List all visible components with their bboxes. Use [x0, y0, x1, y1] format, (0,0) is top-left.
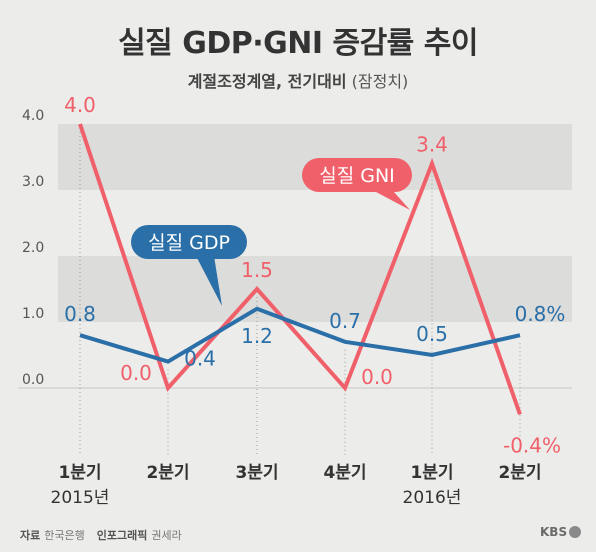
chart-subtitle: 계절조정계열, 전기대비 (잠정치) — [0, 68, 596, 92]
x-tick-label: 4분기 — [323, 463, 366, 483]
gdp-data-label: 0.4 — [184, 347, 216, 371]
x-tick-label: 3분기 — [235, 463, 278, 483]
gdp-series-line — [79, 306, 521, 364]
x-year-label: 2015년 — [51, 488, 110, 508]
gdp-data-label: 0.5 — [416, 322, 448, 346]
gni-data-label: 0.0 — [120, 361, 152, 385]
gni-data-label: 0.0 — [361, 365, 393, 389]
gdp-data-label: 1.2 — [241, 324, 273, 348]
x-year-label: 2016년 — [403, 488, 462, 508]
y-tick-label: 4.0 — [22, 108, 44, 124]
x-tick-label: 2분기 — [498, 463, 541, 483]
gni-callout-pointer — [376, 192, 410, 210]
gni-data-label: 4.0 — [64, 93, 96, 117]
subtitle-main: 계절조정계열, 전기대비 — [187, 72, 347, 91]
gdp-data-label: 0.8 — [64, 302, 96, 326]
gdp-data-label: 0.8% — [515, 302, 566, 326]
chart-title: 실질 GDP·GNI 증감률 추이 — [118, 26, 478, 61]
y-tick-label: 0.0 — [22, 372, 44, 388]
gdp-data-label: 0.7 — [329, 309, 361, 333]
source-credit: 자료 한국은행 인포그래픽 권세라 — [20, 527, 182, 543]
y-tick-label: 2.0 — [22, 240, 44, 256]
gdp-callout-pointer — [196, 256, 222, 306]
x-tick-label: 1분기 — [410, 463, 453, 483]
gni-data-label: 3.4 — [416, 133, 448, 157]
y-tick-label: 1.0 — [22, 306, 44, 322]
gdp-callout-bubble — [131, 225, 247, 259]
source-label: 자료 — [20, 529, 41, 542]
x-tick-label: 1분기 — [58, 463, 101, 483]
kbs-logo: KBS — [540, 525, 582, 539]
graphic-value: 권세라 — [151, 529, 182, 542]
kbs-logo-text: KBS — [540, 525, 568, 539]
source-value: 한국은행 — [44, 529, 85, 542]
y-tick-label: 3.0 — [22, 174, 44, 190]
subtitle-note: (잠정치) — [351, 72, 409, 91]
gni-callout-bubble — [302, 158, 412, 192]
gni-data-label: 1.5 — [241, 258, 273, 282]
gdp-series-callout: 실질 GDP — [131, 225, 247, 306]
gni-series-line — [78, 123, 522, 416]
graphic-label: 인포그래픽 — [96, 529, 148, 542]
x-tick-label: 2분기 — [146, 463, 189, 483]
gdp-callout-label: 실질 GDP — [148, 232, 230, 254]
kbs-logo-icon — [569, 526, 582, 538]
gni-series-callout: 실질 GNI — [302, 158, 412, 210]
gni-data-label: -0.4% — [503, 433, 561, 457]
gni-callout-label: 실질 GNI — [319, 165, 395, 187]
